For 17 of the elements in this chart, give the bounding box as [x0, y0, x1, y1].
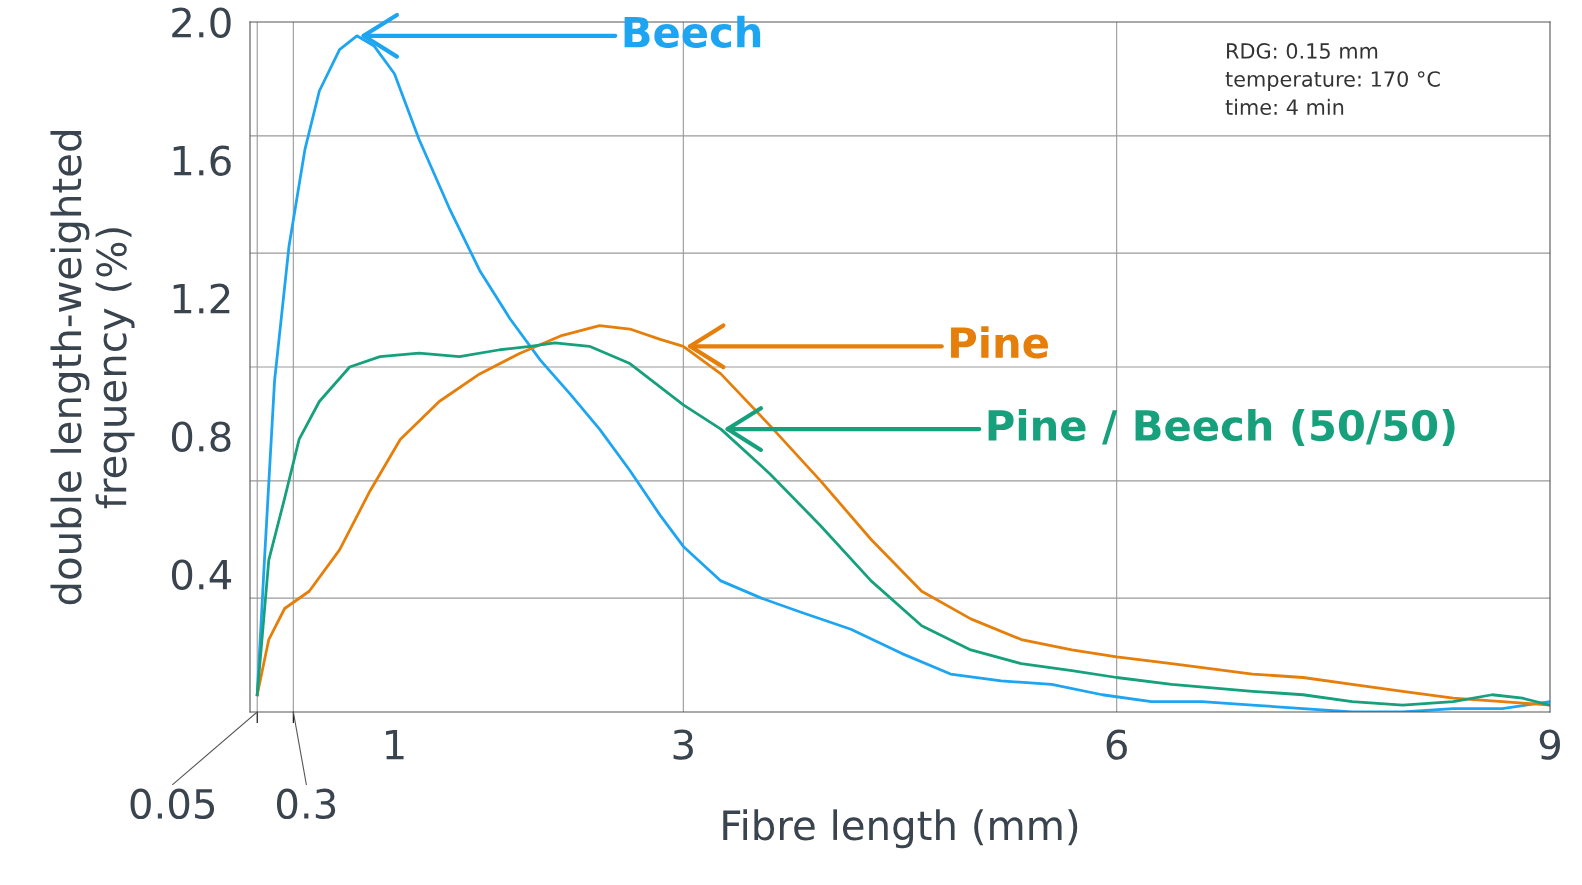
x-axis-title: Fibre length (mm): [723, 809, 1078, 849]
y-tick-label: 1.6: [173, 145, 231, 176]
y-tick-label: 2.0: [172, 7, 231, 38]
x-tick-label: 1: [386, 729, 404, 760]
annotation: Pine / Beech (50/50): [988, 408, 1455, 447]
y-tick-label: 0.4: [171, 559, 232, 590]
annotation: 0.3: [276, 788, 336, 820]
y-tick-label: 0.8: [171, 421, 231, 452]
annotation: Pine: [951, 326, 1048, 359]
annotation: Beech: [624, 15, 761, 48]
annotation: 0.05: [130, 788, 215, 820]
y-axis-title: double length-weighted frequency (%): [50, 131, 135, 605]
x-tick-label: 3: [673, 729, 693, 760]
x-tick-label: 6: [1106, 729, 1127, 760]
annotation: RDG: 0.15 mm temperature: 170 °C time: 4 min: [1225, 43, 1440, 115]
y-tick-label: 1.2: [173, 283, 230, 314]
x-tick-label: 9: [1539, 729, 1560, 760]
